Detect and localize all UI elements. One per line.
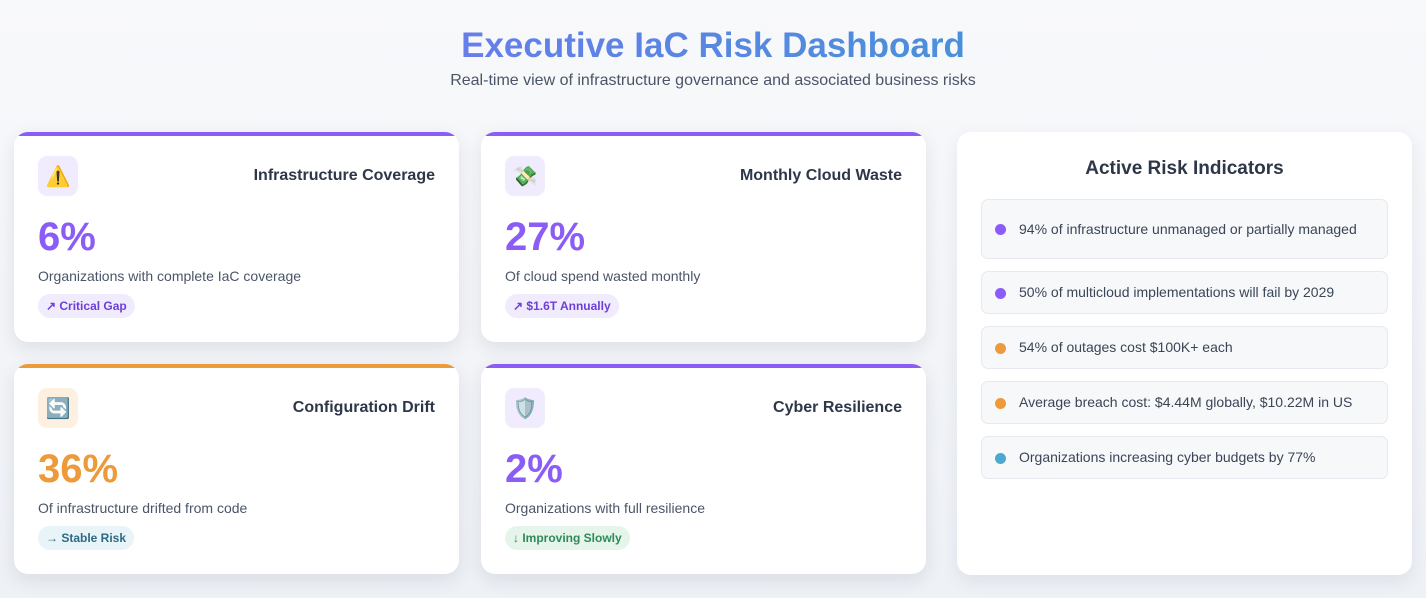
page-subtitle: Real-time view of infrastructure governa… bbox=[450, 72, 976, 89]
risk-indicator-item[interactable]: 94% of infrastructure unmanaged or parti… bbox=[981, 199, 1388, 259]
money-icon: 💸 bbox=[505, 156, 545, 196]
refresh-icon: 🔄 bbox=[38, 388, 78, 428]
metric-value: 2% bbox=[505, 447, 563, 491]
metric-value: 27% bbox=[505, 215, 586, 259]
metric-card-infrastructure-coverage[interactable]: ⚠️ Infrastructure Coverage 6% Organizati… bbox=[14, 132, 459, 342]
risk-text: 50% of multicloud implementations will f… bbox=[1019, 284, 1335, 300]
dashboard-header: Executive IaC Risk Dashboard Real-time v… bbox=[0, 24, 1426, 90]
risk-indicator-item[interactable]: Organizations increasing cyber budgets b… bbox=[981, 436, 1388, 479]
risk-text: 54% of outages cost $100K+ each bbox=[1019, 339, 1233, 355]
metric-value: 6% bbox=[38, 215, 96, 259]
status-dot bbox=[995, 452, 1006, 464]
card-accent-bar bbox=[481, 364, 926, 368]
trend-badge: → Stable Risk bbox=[38, 526, 135, 550]
risk-indicator-item[interactable]: Average breach cost: $4.44M globally, $1… bbox=[981, 381, 1388, 424]
panel-title: Active Risk Indicators bbox=[1085, 158, 1284, 179]
risk-text: Organizations increasing cyber budgets b… bbox=[1019, 449, 1316, 465]
active-risk-panel: Active Risk Indicators 94% of infrastruc… bbox=[957, 132, 1412, 575]
status-dot bbox=[995, 397, 1006, 409]
metric-description: Organizations with full resilience bbox=[505, 500, 705, 516]
risk-indicator-item[interactable]: 54% of outages cost $100K+ each bbox=[981, 326, 1388, 369]
risk-indicator-item[interactable]: 50% of multicloud implementations will f… bbox=[981, 271, 1388, 314]
page-title: Executive IaC Risk Dashboard bbox=[461, 24, 965, 68]
risk-text: Average breach cost: $4.44M globally, $1… bbox=[1019, 394, 1353, 410]
card-accent-bar bbox=[14, 364, 459, 368]
metric-description: Of cloud spend wasted monthly bbox=[505, 268, 701, 284]
status-dot bbox=[995, 287, 1006, 299]
metric-description: Organizations with complete IaC coverage bbox=[38, 268, 302, 284]
trend-badge: ↗ $1.6T Annually bbox=[505, 294, 619, 318]
metric-card-configuration-drift[interactable]: 🔄 Configuration Drift 36% Of infrastruct… bbox=[14, 364, 459, 574]
status-dot bbox=[995, 342, 1006, 354]
metric-value: 36% bbox=[38, 447, 119, 491]
trend-badge: ↓ Improving Slowly bbox=[505, 526, 630, 550]
risk-text: 94% of infrastructure unmanaged or parti… bbox=[1019, 220, 1357, 237]
card-accent-bar bbox=[481, 132, 926, 136]
card-title: Cyber Resilience bbox=[773, 399, 902, 416]
card-title: Infrastructure Coverage bbox=[253, 167, 435, 184]
metric-description: Of infrastructure drifted from code bbox=[38, 500, 248, 516]
metric-card-monthly-cloud-waste[interactable]: 💸 Monthly Cloud Waste 27% Of cloud spend… bbox=[481, 132, 926, 342]
card-title: Configuration Drift bbox=[292, 399, 435, 416]
card-accent-bar bbox=[14, 132, 459, 136]
shield-icon: 🛡️ bbox=[505, 388, 545, 428]
metric-card-cyber-resilience[interactable]: 🛡️ Cyber Resilience 2% Organizations wit… bbox=[481, 364, 926, 574]
card-title: Monthly Cloud Waste bbox=[739, 167, 902, 184]
status-dot bbox=[995, 224, 1006, 235]
warning-icon: ⚠️ bbox=[38, 156, 78, 196]
trend-badge: ↗ Critical Gap bbox=[38, 294, 135, 318]
